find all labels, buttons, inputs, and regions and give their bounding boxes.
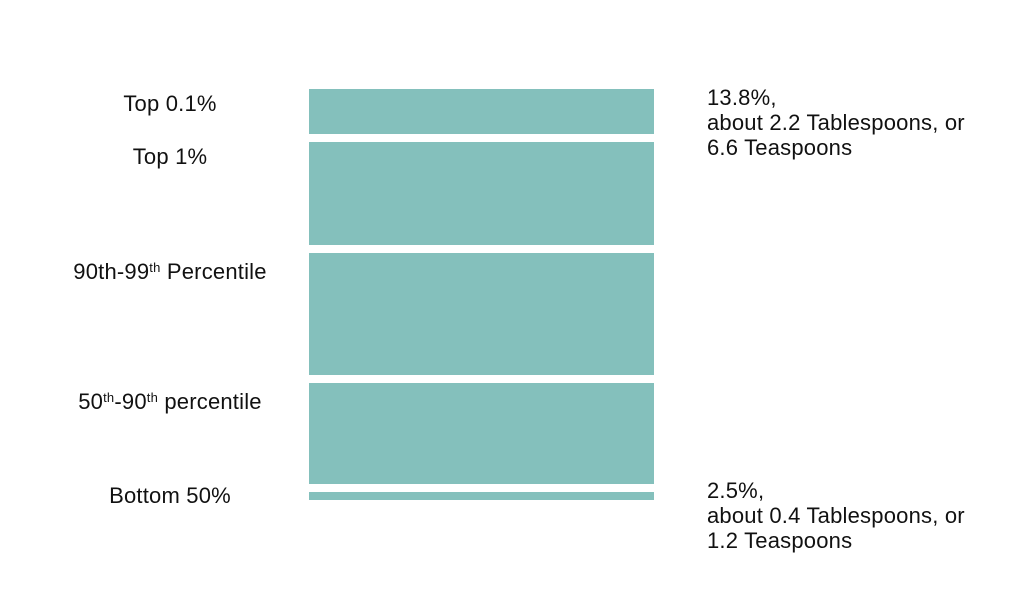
label-superscript: th bbox=[146, 390, 159, 405]
annotation-top-0-1-percent: 13.8%, about 2.2 Tablespoons, or 6.6 Teasp… bbox=[707, 85, 965, 160]
bar-bottom-50-percent bbox=[309, 492, 654, 500]
annotation-line: about 0.4 Tablespoons, or bbox=[707, 503, 965, 528]
label-text: 50 bbox=[78, 389, 104, 414]
bar-top-0-1-percent bbox=[309, 89, 654, 134]
bar-50th-90th-percentile bbox=[309, 383, 654, 484]
annotation-line: 6.6 Teaspoons bbox=[707, 135, 853, 160]
annotation-line: 1.2 Teaspoons bbox=[707, 528, 853, 553]
row-label-top-1-percent: Top 1% bbox=[0, 142, 340, 172]
bar-top-1-percent bbox=[309, 142, 654, 245]
label-superscript: th bbox=[103, 390, 115, 405]
annotation-line: 13.8%, bbox=[707, 85, 777, 110]
label-text: 90th-99 bbox=[73, 259, 150, 284]
label-text: Top 0.1% bbox=[123, 91, 217, 116]
label-text: Percentile bbox=[160, 259, 267, 284]
label-text: Top 1% bbox=[132, 144, 208, 169]
bar-90th-99th-percentile bbox=[309, 253, 654, 375]
annotation-line: 2.5%, bbox=[707, 478, 765, 503]
row-label-bottom-50-percent: Bottom 50% bbox=[0, 481, 340, 511]
annotation-line: about 2.2 Tablespoons, or bbox=[707, 110, 965, 135]
row-label-top-0-1-percent: Top 0.1% bbox=[0, 89, 340, 119]
label-text: Bottom 50% bbox=[109, 483, 231, 508]
row-label-90th-99th-percentile: 90th-99th Percentile bbox=[0, 253, 340, 284]
label-text: percentile bbox=[158, 389, 262, 414]
label-superscript: th bbox=[149, 260, 161, 275]
row-label-50th-90th-percentile: 50th-90th percentile bbox=[0, 383, 340, 414]
annotation-bottom-50-percent: 2.5%, about 0.4 Tablespoons, or 1.2 Teaspo… bbox=[707, 478, 965, 553]
label-text: -90 bbox=[114, 389, 147, 414]
